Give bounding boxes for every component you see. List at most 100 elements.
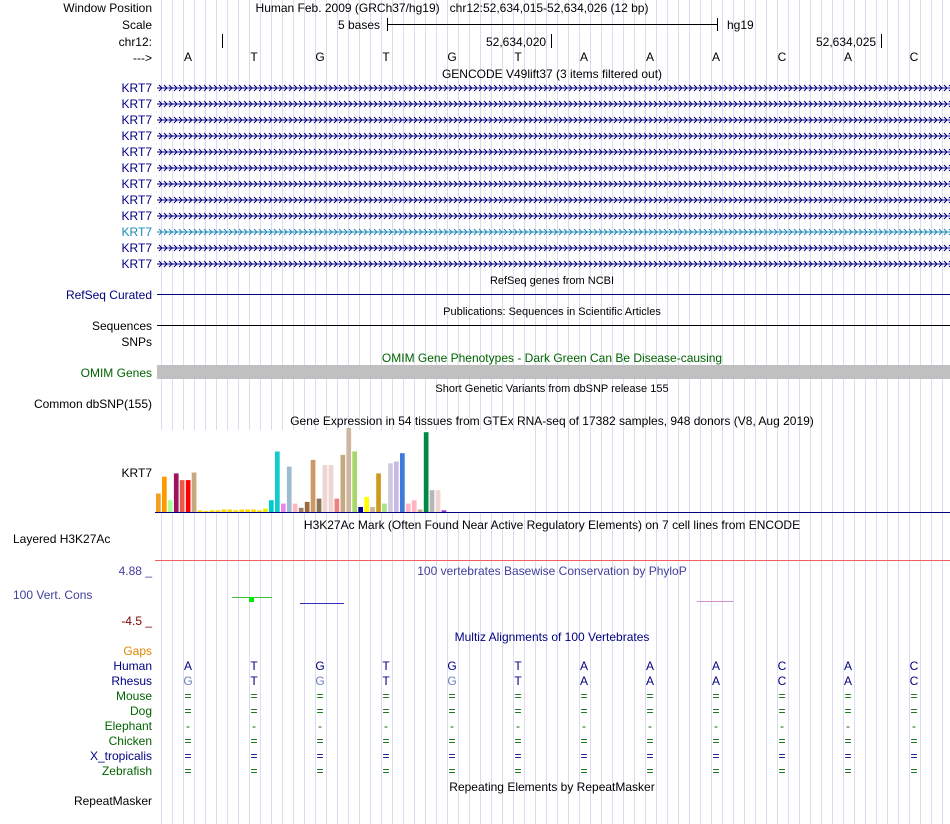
gtex-tissue-bar[interactable] bbox=[239, 509, 244, 513]
gtex-tissue-bar[interactable] bbox=[358, 507, 363, 512]
gtex-tissue-bar[interactable] bbox=[203, 511, 209, 512]
gtex-tissue-bar[interactable] bbox=[191, 472, 197, 513]
gencode-gene-line[interactable] bbox=[155, 179, 950, 189]
gtex-tissue-bar[interactable] bbox=[429, 490, 435, 512]
pubs-line[interactable] bbox=[157, 325, 950, 326]
gtex-tissue-bar[interactable] bbox=[197, 510, 203, 512]
gtex-tissue-bar[interactable] bbox=[417, 509, 423, 513]
alignment-cell: = bbox=[316, 704, 324, 718]
refseq-track-label[interactable]: RefSeq Curated bbox=[65, 288, 152, 302]
gtex-tissue-bar[interactable] bbox=[364, 496, 369, 512]
gtex-tissue-bar[interactable] bbox=[281, 503, 286, 512]
gencode-gene-label[interactable]: KRT7 bbox=[121, 241, 152, 255]
gtex-tissue-bar[interactable] bbox=[423, 432, 429, 512]
gtex-tissue-bar[interactable] bbox=[328, 465, 334, 512]
gencode-gene-label[interactable]: KRT7 bbox=[121, 145, 152, 159]
dbsnp-track-label[interactable]: Common dbSNP(155) bbox=[33, 397, 152, 411]
track-display[interactable]: Human Feb. 2009 (GRCh37/hg19) chr12:52,6… bbox=[155, 0, 950, 824]
gencode-gene-line[interactable] bbox=[155, 131, 950, 141]
gencode-gene-label[interactable]: KRT7 bbox=[121, 161, 152, 175]
gtex-tissue-bar[interactable] bbox=[227, 509, 233, 513]
gtex-tissue-bar[interactable] bbox=[298, 507, 304, 512]
cons-track-title[interactable]: 100 vertebrates Basewise Conservation by… bbox=[417, 564, 687, 578]
gtex-tissue-bar[interactable] bbox=[352, 451, 357, 513]
omim-bar[interactable] bbox=[157, 365, 950, 379]
gtex-tissue-bar[interactable] bbox=[334, 498, 340, 512]
gtex-tissue-bar[interactable] bbox=[179, 480, 185, 512]
multiz-track-title[interactable]: Multiz Alignments of 100 Vertebrates bbox=[454, 630, 650, 644]
gtex-tissue-bar[interactable] bbox=[167, 500, 173, 512]
snps-track-label[interactable]: SNPs bbox=[121, 335, 152, 349]
refseq-track-title[interactable]: RefSeq genes from NCBI bbox=[489, 275, 615, 287]
cons-track-label[interactable]: 100 Vert. Cons bbox=[13, 588, 93, 602]
pubs-track-label[interactable]: Sequences bbox=[91, 319, 152, 333]
h3k27ac-track-label[interactable]: Layered H3K27Ac bbox=[13, 532, 111, 546]
position-coords[interactable]: chr12:52,634,015-52,634,026 (12 bp) bbox=[449, 1, 649, 15]
rmsk-track-label[interactable]: RepeatMasker bbox=[73, 794, 152, 808]
gencode-gene-line[interactable] bbox=[155, 115, 950, 125]
gencode-gene-label[interactable]: KRT7 bbox=[121, 193, 152, 207]
gencode-gene-line[interactable] bbox=[155, 163, 950, 173]
gtex-tissue-bar[interactable] bbox=[156, 493, 161, 513]
gtex-tissue-bar[interactable] bbox=[441, 510, 447, 512]
gencode-gene-label[interactable]: KRT7 bbox=[121, 257, 152, 271]
gtex-tissue-bar[interactable] bbox=[340, 454, 346, 512]
gtex-tissue-bar[interactable] bbox=[251, 509, 256, 513]
gencode-gene-line[interactable] bbox=[155, 211, 950, 221]
rmsk-track-title[interactable]: Repeating Elements by RepeatMasker bbox=[449, 780, 655, 794]
gtex-tissue-bar[interactable] bbox=[322, 465, 328, 512]
gtex-tissue-bar[interactable] bbox=[221, 509, 227, 513]
gtex-bar-chart[interactable] bbox=[155, 426, 950, 516]
gencode-gene-label[interactable]: KRT7 bbox=[121, 129, 152, 143]
gencode-gene-line[interactable] bbox=[155, 195, 950, 205]
gencode-gene-line[interactable] bbox=[155, 227, 950, 237]
pubs-track-title[interactable]: Publications: Sequences in Scientific Ar… bbox=[443, 306, 661, 318]
gencode-track-title[interactable]: GENCODE V49lift37 (3 items filtered out) bbox=[441, 67, 663, 81]
gtex-tissue-bar[interactable] bbox=[162, 476, 167, 512]
h3k27ac-track-title[interactable]: H3K27Ac Mark (Often Found Near Active Re… bbox=[303, 518, 801, 532]
gtex-tissue-bar[interactable] bbox=[394, 461, 399, 512]
grid-line bbox=[942, 0, 943, 824]
gencode-gene-label[interactable]: KRT7 bbox=[121, 209, 152, 223]
gtex-tissue-bar[interactable] bbox=[376, 473, 381, 512]
gtex-tissue-bar[interactable] bbox=[292, 503, 298, 512]
gtex-tissue-bar[interactable] bbox=[411, 500, 417, 512]
gtex-tissue-bar[interactable] bbox=[269, 500, 274, 512]
gtex-tissue-bar[interactable] bbox=[263, 508, 268, 512]
gtex-tissue-bar[interactable] bbox=[370, 507, 375, 512]
gtex-tissue-bar[interactable] bbox=[209, 510, 215, 512]
refseq-gene-line[interactable] bbox=[157, 294, 950, 295]
gtex-gene-label[interactable]: KRT7 bbox=[121, 466, 152, 480]
gtex-tissue-bar[interactable] bbox=[233, 510, 239, 512]
gencode-gene-line[interactable] bbox=[155, 243, 950, 253]
gencode-gene-line[interactable] bbox=[155, 259, 950, 269]
gtex-tissue-bar[interactable] bbox=[435, 490, 441, 512]
gencode-gene-label[interactable]: KRT7 bbox=[121, 225, 152, 239]
gencode-gene-label[interactable]: KRT7 bbox=[121, 113, 152, 127]
gencode-gene-label[interactable]: KRT7 bbox=[121, 97, 152, 111]
gencode-gene-label[interactable]: KRT7 bbox=[121, 81, 152, 95]
gtex-tissue-bar[interactable] bbox=[215, 510, 221, 512]
gtex-tissue-bar[interactable] bbox=[400, 453, 405, 512]
gtex-tissue-bar[interactable] bbox=[310, 459, 316, 512]
gtex-tissue-bar[interactable] bbox=[275, 451, 280, 513]
dbsnp-track-title[interactable]: Short Genetic Variants from dbSNP releas… bbox=[435, 383, 669, 395]
gtex-tissue-bar[interactable] bbox=[382, 503, 387, 512]
gtex-tissue-bar[interactable] bbox=[346, 428, 352, 512]
gtex-tissue-bar[interactable] bbox=[257, 510, 262, 512]
gtex-tissue-bar[interactable] bbox=[388, 463, 393, 512]
omim-track-label[interactable]: OMIM Genes bbox=[80, 366, 152, 380]
gencode-gene-line[interactable] bbox=[155, 99, 950, 109]
gtex-tissue-bar[interactable] bbox=[304, 501, 310, 512]
gtex-tissue-bar[interactable] bbox=[405, 503, 411, 512]
gtex-tissue-bar[interactable] bbox=[245, 509, 250, 513]
gtex-tissue-bar[interactable] bbox=[286, 466, 292, 512]
gencode-gene-line[interactable] bbox=[155, 83, 950, 93]
gtex-tissue-bar[interactable] bbox=[316, 498, 322, 512]
gtex-track-title[interactable]: Gene Expression in 54 tissues from GTEx … bbox=[290, 414, 814, 428]
gtex-tissue-bar[interactable] bbox=[173, 473, 179, 512]
gencode-gene-line[interactable] bbox=[155, 147, 950, 157]
gencode-gene-label[interactable]: KRT7 bbox=[121, 177, 152, 191]
gtex-tissue-bar[interactable] bbox=[185, 480, 191, 512]
omim-track-title[interactable]: OMIM Gene Phenotypes - Dark Green Can Be… bbox=[381, 351, 723, 365]
